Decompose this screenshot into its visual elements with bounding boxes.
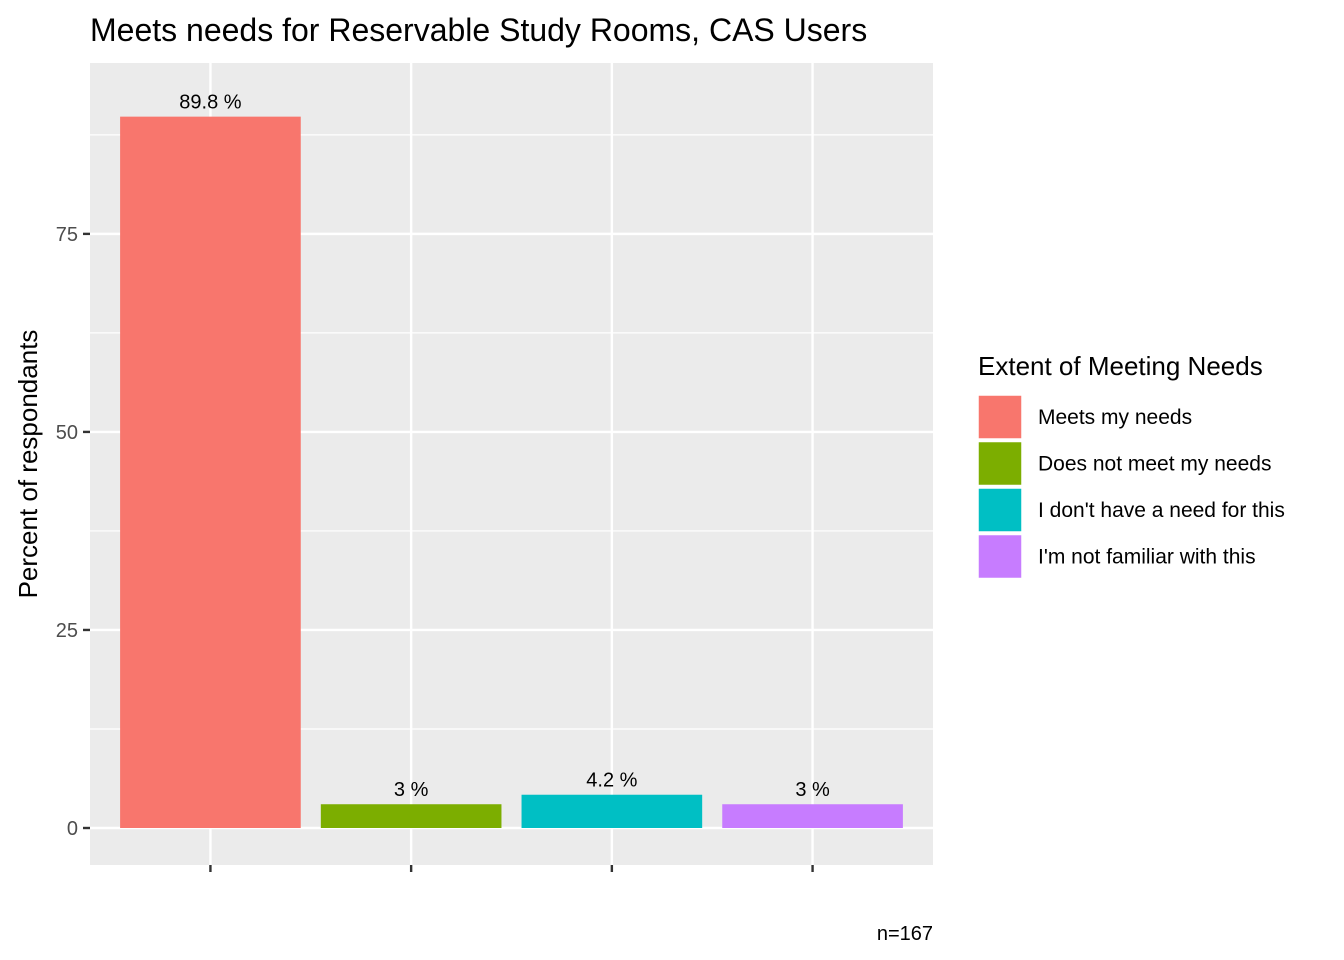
legend-label: I don't have a need for this bbox=[1038, 499, 1285, 522]
y-tick-label: 25 bbox=[56, 620, 78, 642]
y-tick-label: 50 bbox=[56, 422, 78, 444]
bars bbox=[120, 116, 903, 829]
bar bbox=[120, 116, 301, 829]
legend-title: Extent of Meeting Needs bbox=[978, 351, 1263, 381]
legend-key bbox=[977, 487, 1023, 533]
legend-key bbox=[977, 440, 1023, 487]
legend-label: I'm not familiar with this bbox=[1038, 546, 1256, 569]
data-label: 4.2 % bbox=[586, 770, 637, 792]
x-axis bbox=[209, 865, 814, 872]
legend-label: Meets my needs bbox=[1038, 406, 1192, 429]
caption: n=167 bbox=[877, 923, 933, 945]
bar bbox=[521, 794, 703, 828]
y-tick-label: 75 bbox=[56, 224, 78, 246]
data-label: 3 % bbox=[394, 779, 429, 801]
data-label: 89.8 % bbox=[179, 92, 241, 114]
legend-key bbox=[977, 533, 1023, 580]
legend-key bbox=[977, 394, 1023, 440]
chart-title: Meets needs for Reservable Study Rooms, … bbox=[90, 12, 867, 48]
bar bbox=[320, 804, 502, 828]
y-tick-label: 0 bbox=[67, 818, 78, 840]
data-labels: 89.8 % 3 % 4.2 % 3 % bbox=[179, 92, 830, 802]
legend-label: Does not meet my needs bbox=[1038, 453, 1271, 476]
y-axis-label: Percent of respondants bbox=[13, 330, 43, 599]
y-axis: 0 25 50 75 bbox=[56, 224, 90, 840]
legend: Meets my needs Does not meet my needs I do… bbox=[977, 394, 1285, 580]
data-label: 3 % bbox=[795, 779, 830, 801]
bar bbox=[722, 804, 903, 828]
